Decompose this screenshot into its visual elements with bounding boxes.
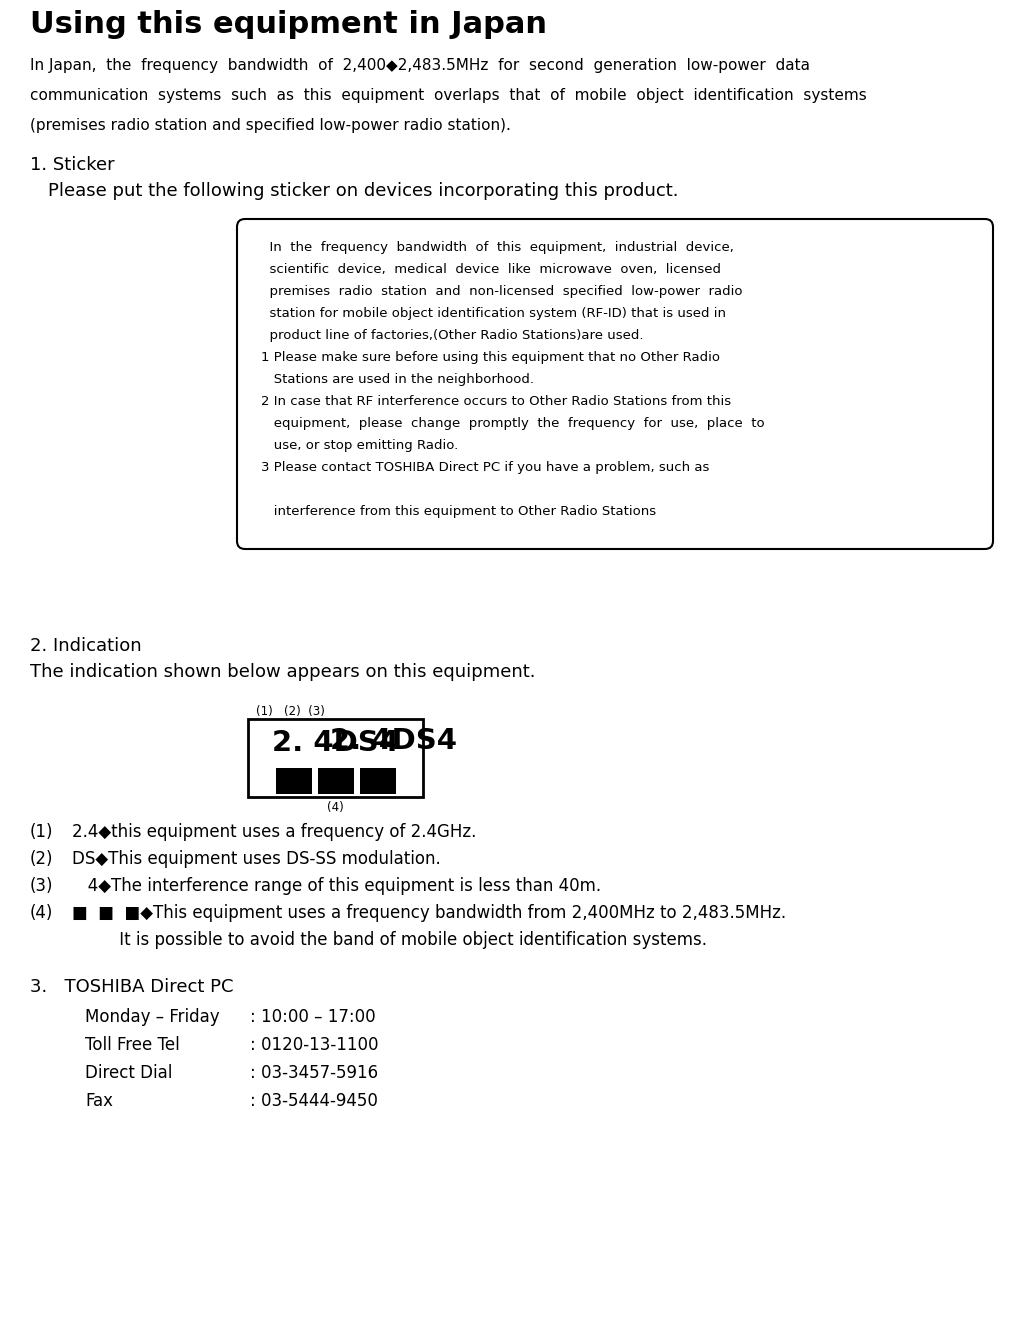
Text: In Japan,  the  frequency  bandwidth  of  2,400◆2,483.5MHz  for  second  generat: In Japan, the frequency bandwidth of 2,4… xyxy=(29,58,810,73)
Text: 2. 4DS4: 2. 4DS4 xyxy=(331,727,458,755)
Text: 2.4◆this equipment uses a frequency of 2.4GHz.: 2.4◆this equipment uses a frequency of 2… xyxy=(72,823,476,841)
Text: Monday – Friday: Monday – Friday xyxy=(85,1008,220,1025)
Text: : 03-3457-5916: : 03-3457-5916 xyxy=(250,1064,378,1082)
Text: The indication shown below appears on this equipment.: The indication shown below appears on th… xyxy=(29,663,536,681)
Text: Using this equipment in Japan: Using this equipment in Japan xyxy=(29,9,547,39)
Text: It is possible to avoid the band of mobile object identification systems.: It is possible to avoid the band of mobi… xyxy=(72,931,707,949)
Text: 1 Please make sure before using this equipment that no Other Radio: 1 Please make sure before using this equ… xyxy=(261,351,720,364)
Bar xyxy=(276,767,311,794)
Text: 1. Sticker: 1. Sticker xyxy=(29,156,115,173)
Text: (4): (4) xyxy=(327,801,344,814)
Text: premises  radio  station  and  non-licensed  specified  low-power  radio: premises radio station and non-licensed … xyxy=(261,285,742,298)
Text: : 10:00 – 17:00: : 10:00 – 17:00 xyxy=(250,1008,375,1025)
Bar xyxy=(317,767,354,794)
Text: 3.   TOSHIBA Direct PC: 3. TOSHIBA Direct PC xyxy=(29,978,234,996)
Text: 3 Please contact TOSHIBA Direct PC if you have a problem, such as: 3 Please contact TOSHIBA Direct PC if yo… xyxy=(261,461,710,474)
Text: (1)   (2)  (3): (1) (2) (3) xyxy=(256,706,324,718)
Text: scientific  device,  medical  device  like  microwave  oven,  licensed: scientific device, medical device like m… xyxy=(261,263,721,276)
Text: equipment,  please  change  promptly  the  frequency  for  use,  place  to: equipment, please change promptly the fr… xyxy=(261,417,765,430)
FancyBboxPatch shape xyxy=(237,219,993,548)
Text: : 03-5444-9450: : 03-5444-9450 xyxy=(250,1091,378,1110)
Bar xyxy=(248,719,423,797)
Text: (3): (3) xyxy=(29,878,54,895)
Text: 2 In case that RF interference occurs to Other Radio Stations from this: 2 In case that RF interference occurs to… xyxy=(261,395,731,409)
Text: Stations are used in the neighborhood.: Stations are used in the neighborhood. xyxy=(261,374,534,386)
Text: use, or stop emitting Radio.: use, or stop emitting Radio. xyxy=(261,439,459,452)
Text: 2. Indication: 2. Indication xyxy=(29,637,141,655)
Text: (2): (2) xyxy=(29,849,54,868)
Text: Direct Dial: Direct Dial xyxy=(85,1064,172,1082)
Text: DS◆This equipment uses DS-SS modulation.: DS◆This equipment uses DS-SS modulation. xyxy=(72,849,440,868)
Text: : 0120-13-1100: : 0120-13-1100 xyxy=(250,1036,378,1054)
Text: 2. 4DS4: 2. 4DS4 xyxy=(272,728,399,757)
Text: communication  systems  such  as  this  equipment  overlaps  that  of  mobile  o: communication systems such as this equip… xyxy=(29,87,866,103)
Text: product line of factories,(Other Radio Stations)are used.: product line of factories,(Other Radio S… xyxy=(261,329,644,341)
Text: (premises radio station and specified low-power radio station).: (premises radio station and specified lo… xyxy=(29,118,511,133)
Text: station for mobile object identification system (RF-ID) that is used in: station for mobile object identification… xyxy=(261,306,726,320)
Text: (1): (1) xyxy=(29,823,54,841)
Text: In  the  frequency  bandwidth  of  this  equipment,  industrial  device,: In the frequency bandwidth of this equip… xyxy=(261,241,734,254)
Text: ■  ■  ■◆This equipment uses a frequency bandwidth from 2,400MHz to 2,483.5MHz.: ■ ■ ■◆This equipment uses a frequency ba… xyxy=(72,905,786,922)
Text: Please put the following sticker on devices incorporating this product.: Please put the following sticker on devi… xyxy=(48,181,678,200)
Text: Toll Free Tel: Toll Free Tel xyxy=(85,1036,180,1054)
Text: Fax: Fax xyxy=(85,1091,113,1110)
Bar xyxy=(359,767,396,794)
Text: 4◆The interference range of this equipment is less than 40m.: 4◆The interference range of this equipme… xyxy=(72,878,601,895)
Text: interference from this equipment to Other Radio Stations: interference from this equipment to Othe… xyxy=(261,505,656,517)
Text: (4): (4) xyxy=(29,905,53,922)
